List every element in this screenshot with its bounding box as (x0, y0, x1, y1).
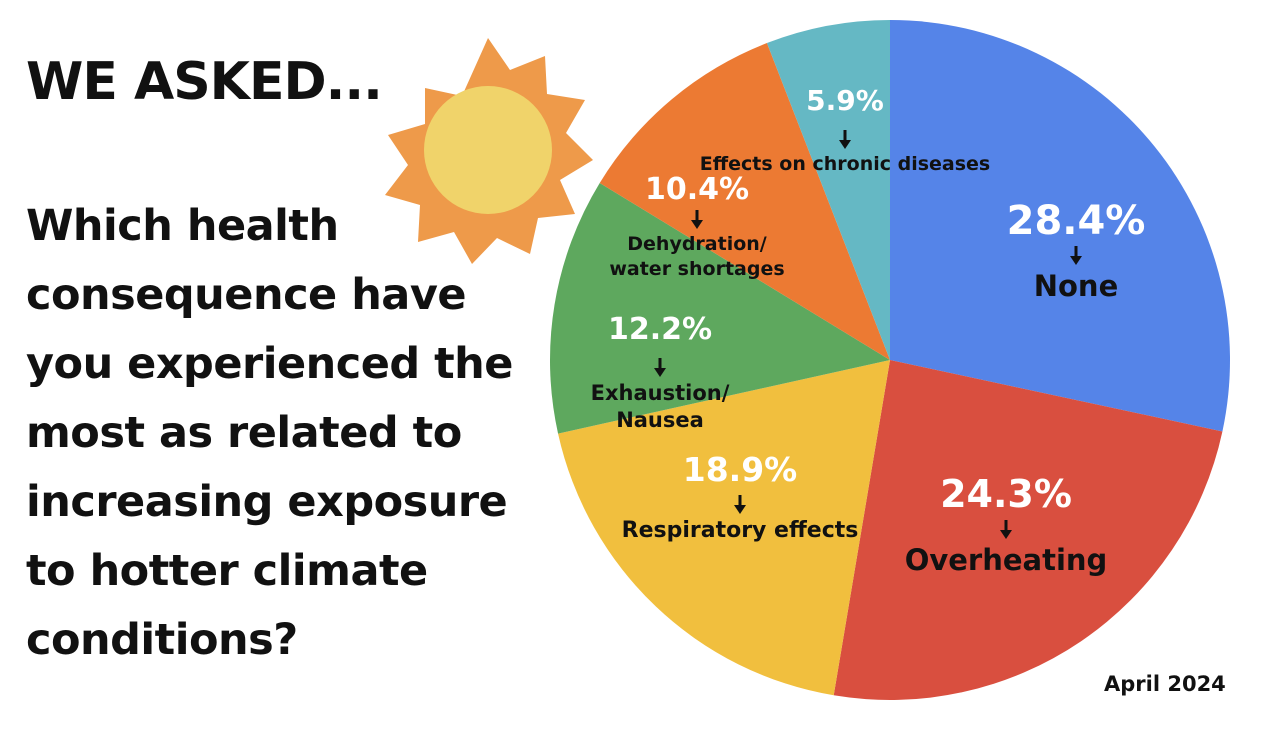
value-label: 5.9% (806, 84, 884, 117)
value-label: 28.4% (1006, 198, 1146, 244)
category-label: Dehydration/ water shortages (609, 233, 785, 280)
sun (385, 38, 593, 264)
pie-slice (558, 360, 890, 696)
pie-slice (833, 360, 1223, 700)
pie-slice (550, 182, 890, 434)
value-label: 10.4% (644, 172, 750, 207)
pie-slice (599, 43, 890, 360)
value-label: 24.3% (940, 472, 1072, 516)
value-label: 12.2% (607, 312, 713, 347)
category-label: Effects on chronic diseases (699, 153, 991, 175)
pie-slice (890, 20, 1230, 432)
category-label: Overheating (904, 543, 1108, 577)
sun-core (424, 86, 552, 214)
pie-slice (766, 20, 890, 360)
date-note: April 2024 (1104, 672, 1226, 696)
arrow-head (1070, 256, 1082, 265)
arrow-head (691, 220, 703, 229)
value-label: 18.9% (682, 450, 798, 489)
category-label: None (1033, 269, 1119, 303)
question: Which health consequence have you experi… (26, 201, 513, 665)
category-label: Respiratory effects (621, 518, 859, 543)
arrow-head (734, 505, 746, 514)
arrow-head (839, 140, 851, 149)
title: WE ASKED... (26, 52, 383, 112)
arrow-head (654, 368, 666, 377)
category-label: Exhaustion/ Nausea (590, 381, 730, 433)
arrow-head (1000, 530, 1012, 539)
